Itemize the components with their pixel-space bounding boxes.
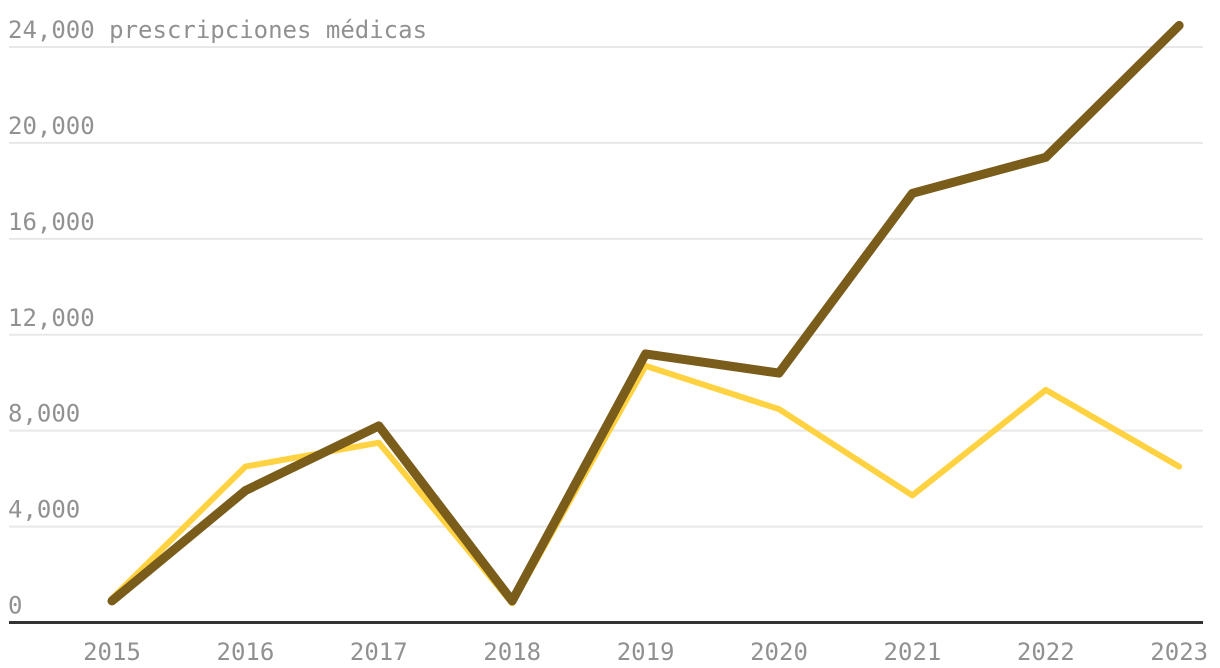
x-tick-label: 2017	[350, 638, 408, 666]
y-tick-label: 8,000	[8, 400, 80, 428]
x-tick-label: 2018	[483, 638, 541, 666]
y-tick-label: 12,000	[8, 304, 95, 332]
y-tick-label: 20,000	[8, 112, 95, 140]
series-line-brown-line	[107, 20, 1184, 606]
y-tick-label: 0	[8, 592, 22, 620]
x-tick-label: 2016	[217, 638, 275, 666]
series-line-yellow-line	[109, 362, 1183, 607]
y-tick-label: 4,000	[8, 496, 80, 524]
chart-top-label: 24,000 prescripciones médicas	[8, 16, 427, 44]
x-tick-label: 2019	[617, 638, 675, 666]
y-tick-label: 16,000	[8, 208, 95, 236]
x-tick-label: 2015	[83, 638, 141, 666]
x-tick-label: 2020	[750, 638, 808, 666]
x-tick-label: 2023	[1150, 638, 1208, 666]
x-tick-label: 2021	[884, 638, 942, 666]
x-tick-label: 2022	[1017, 638, 1075, 666]
